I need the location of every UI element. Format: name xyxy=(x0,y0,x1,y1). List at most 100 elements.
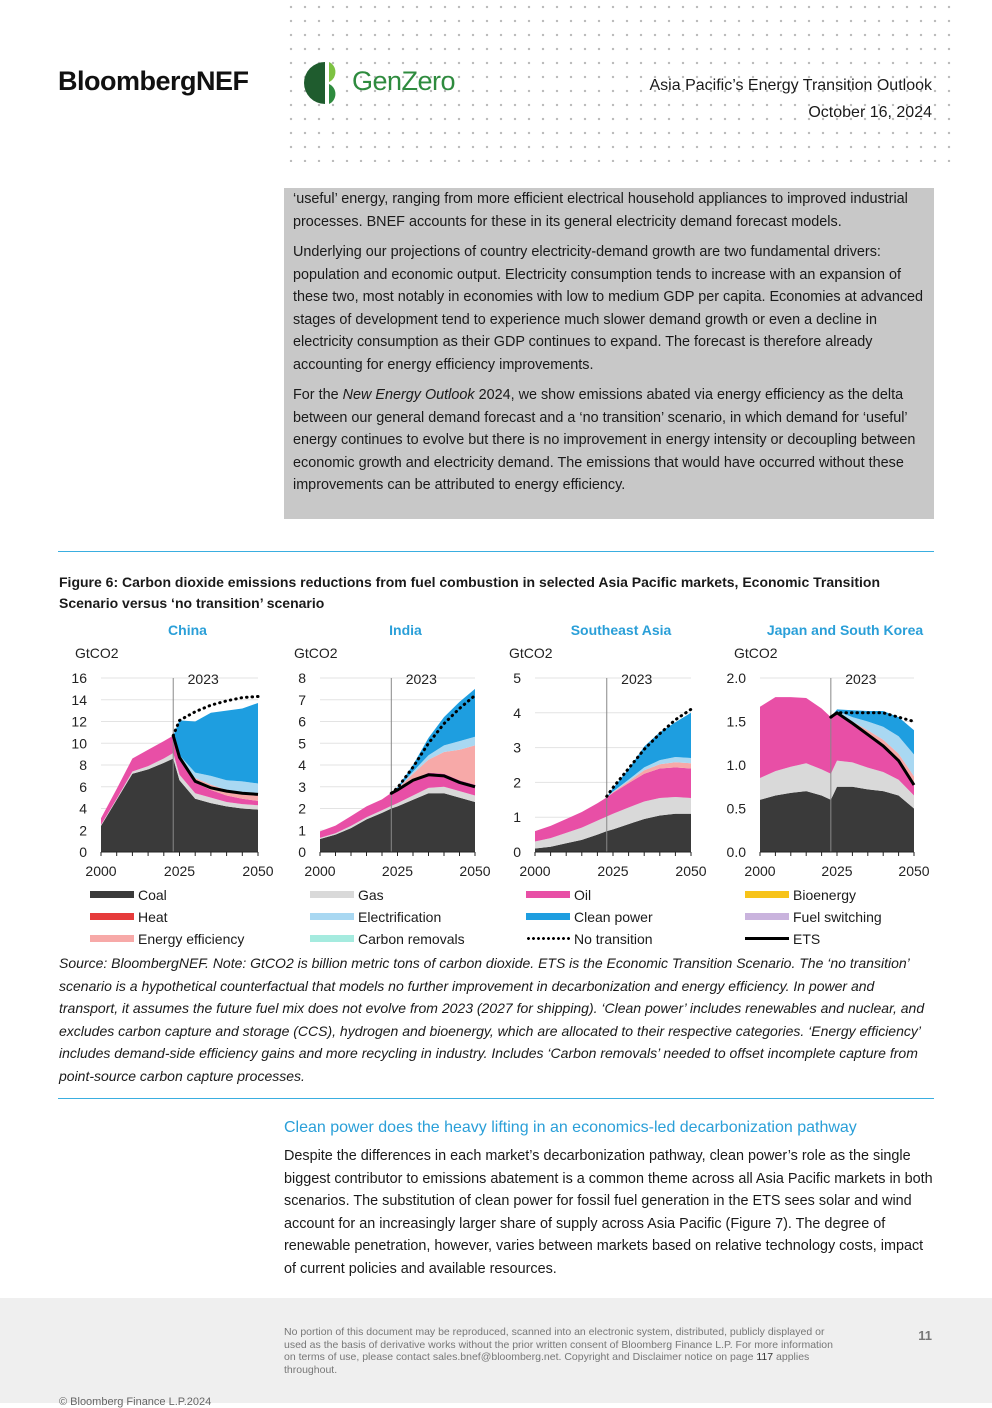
disclaimer-page-link[interactable]: 117 xyxy=(756,1351,774,1364)
legend-label: No transition xyxy=(574,931,653,947)
y-tick-label: 8 xyxy=(298,670,306,686)
year-marker-label: 2023 xyxy=(188,671,219,687)
y-tick-label: 2 xyxy=(298,801,306,817)
y-tick-label: 4 xyxy=(513,705,521,721)
callout-box: ‘useful’ energy, ranging from more effic… xyxy=(284,188,934,519)
y-tick-label: 10 xyxy=(71,735,87,751)
y-axis-label: GtCO2 xyxy=(294,645,338,661)
x-tick-label: 2000 xyxy=(519,863,550,879)
callout-paragraph: ‘useful’ energy, ranging from more effic… xyxy=(293,191,908,230)
y-tick-label: 5 xyxy=(513,670,521,686)
ets-line xyxy=(390,773,476,795)
area-oil xyxy=(760,697,914,796)
legend-swatch xyxy=(526,937,570,940)
y-tick-label: 6 xyxy=(79,779,87,795)
legend-label: Energy efficiency xyxy=(138,931,245,947)
legend-swatch xyxy=(745,891,789,898)
x-tick-label: 2050 xyxy=(459,863,490,879)
ets-line xyxy=(171,735,259,796)
section-body: Despite the differences in each market’s… xyxy=(284,1148,933,1277)
x-tick-label: 2025 xyxy=(382,863,413,879)
x-tick-label: 2050 xyxy=(898,863,929,879)
x-tick-label: 2025 xyxy=(164,863,195,879)
x-tick-label: 2000 xyxy=(304,863,335,879)
page-footer xyxy=(0,1298,992,1403)
x-tick-label: 2050 xyxy=(242,863,273,879)
x-tick-label: 2000 xyxy=(85,863,116,879)
y-tick-label: 0 xyxy=(79,844,87,860)
charts-panel: China GtCO2 0 2 4 6 8 10 12 14 16 2023 2000 2025 2050 I… xyxy=(71,622,930,879)
area-clean-power xyxy=(101,703,258,819)
divider xyxy=(58,551,934,552)
y-tick-label: 16 xyxy=(71,670,87,686)
genzero-mark-icon xyxy=(304,62,336,104)
no-transition-line xyxy=(389,693,477,795)
figure-title: Figure 6: Carbon dioxide emissions reduc… xyxy=(59,574,881,611)
legend-swatch xyxy=(90,935,134,942)
y-axis-label: GtCO2 xyxy=(75,645,119,661)
legend-label: Clean power xyxy=(574,909,653,925)
chart-title: China xyxy=(168,622,207,638)
area-electrification xyxy=(760,697,914,777)
legend-swatch xyxy=(310,913,354,920)
x-tick-label: 2050 xyxy=(675,863,706,879)
y-tick-label: 3 xyxy=(513,740,521,756)
chart-title: Japan and South Korea xyxy=(767,622,924,638)
y-tick-label: 2 xyxy=(513,774,521,790)
chart-2: Southeast Asia GtCO2 0 1 2 3 4 5 2023 2000 2025 205… xyxy=(509,622,707,879)
chart-1: India GtCO2 0 1 2 3 4 5 6 7 8 2023 2000 2025 2050 xyxy=(294,622,491,879)
area-oil xyxy=(101,735,258,825)
y-tick-label: 0.5 xyxy=(727,801,747,817)
area-coal xyxy=(535,813,691,852)
chart-0: China GtCO2 0 2 4 6 8 10 12 14 16 2023 2000 2025 2050 xyxy=(71,622,273,879)
legend-label: Heat xyxy=(138,909,168,925)
legend-swatch xyxy=(310,935,354,942)
area-gas xyxy=(320,786,475,839)
x-tick-label: 2000 xyxy=(744,863,775,879)
area-clean-power xyxy=(320,688,475,832)
area-gas xyxy=(760,760,914,809)
y-tick-label: 1.0 xyxy=(727,757,747,773)
copyright: © Bloomberg Finance L.P.2024 xyxy=(59,1396,212,1408)
genzero-logo: GenZero xyxy=(304,60,504,108)
chart-3: Japan and South Korea GtCO2 0.0 0.5 1.0 1.5 2.… xyxy=(727,622,930,879)
x-tick-label: 2025 xyxy=(821,863,852,879)
legend-swatch xyxy=(310,891,354,898)
y-tick-label: 14 xyxy=(71,692,87,708)
y-tick-label: 3 xyxy=(298,779,306,795)
callout-paragraph: Underlying our projections of country el… xyxy=(293,244,924,373)
y-tick-label: 6 xyxy=(298,714,306,730)
area-energy-efficiency xyxy=(760,697,914,786)
y-tick-label: 12 xyxy=(71,714,87,730)
ets-line xyxy=(829,710,916,786)
report-date: October 16, 2024 xyxy=(808,104,932,121)
bloombergnef-logo: BloombergNEF xyxy=(58,66,249,96)
legend-label: Carbon removals xyxy=(358,931,465,947)
area-oil xyxy=(320,772,475,838)
chart-title: India xyxy=(389,622,422,638)
area-gas xyxy=(535,797,691,849)
y-tick-label: 2.0 xyxy=(727,670,747,686)
legend-label: Coal xyxy=(138,887,167,903)
area-clean-power xyxy=(760,697,914,755)
area-gas xyxy=(101,753,258,826)
year-marker-label: 2023 xyxy=(621,671,652,687)
y-tick-label: 0 xyxy=(298,844,306,860)
legend-swatch xyxy=(526,913,570,920)
legend-label: ETS xyxy=(793,931,821,947)
x-tick-label: 2025 xyxy=(597,863,628,879)
year-marker-label: 2023 xyxy=(406,671,437,687)
section-heading: Clean power does the heavy lifting in an… xyxy=(284,1119,857,1136)
y-tick-label: 1.5 xyxy=(727,714,747,730)
no-transition-line xyxy=(605,707,693,798)
y-tick-label: 4 xyxy=(79,801,87,817)
area-coal xyxy=(760,786,914,852)
legend-swatch xyxy=(745,913,789,920)
no-transition-line xyxy=(171,694,260,738)
area-coal xyxy=(101,758,258,852)
legend-swatch xyxy=(90,891,134,898)
y-axis-label: GtCO2 xyxy=(509,645,553,661)
legend-label: Electrification xyxy=(358,909,442,925)
legend-label: Oil xyxy=(574,887,592,903)
divider xyxy=(58,1098,934,1099)
